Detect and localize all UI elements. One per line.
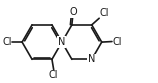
Text: N: N (88, 54, 95, 64)
Text: Cl: Cl (112, 37, 122, 47)
Text: N: N (58, 37, 66, 47)
Text: Cl: Cl (100, 8, 109, 18)
Text: O: O (69, 7, 77, 17)
Text: Cl: Cl (49, 70, 58, 81)
Text: Cl: Cl (2, 37, 12, 47)
